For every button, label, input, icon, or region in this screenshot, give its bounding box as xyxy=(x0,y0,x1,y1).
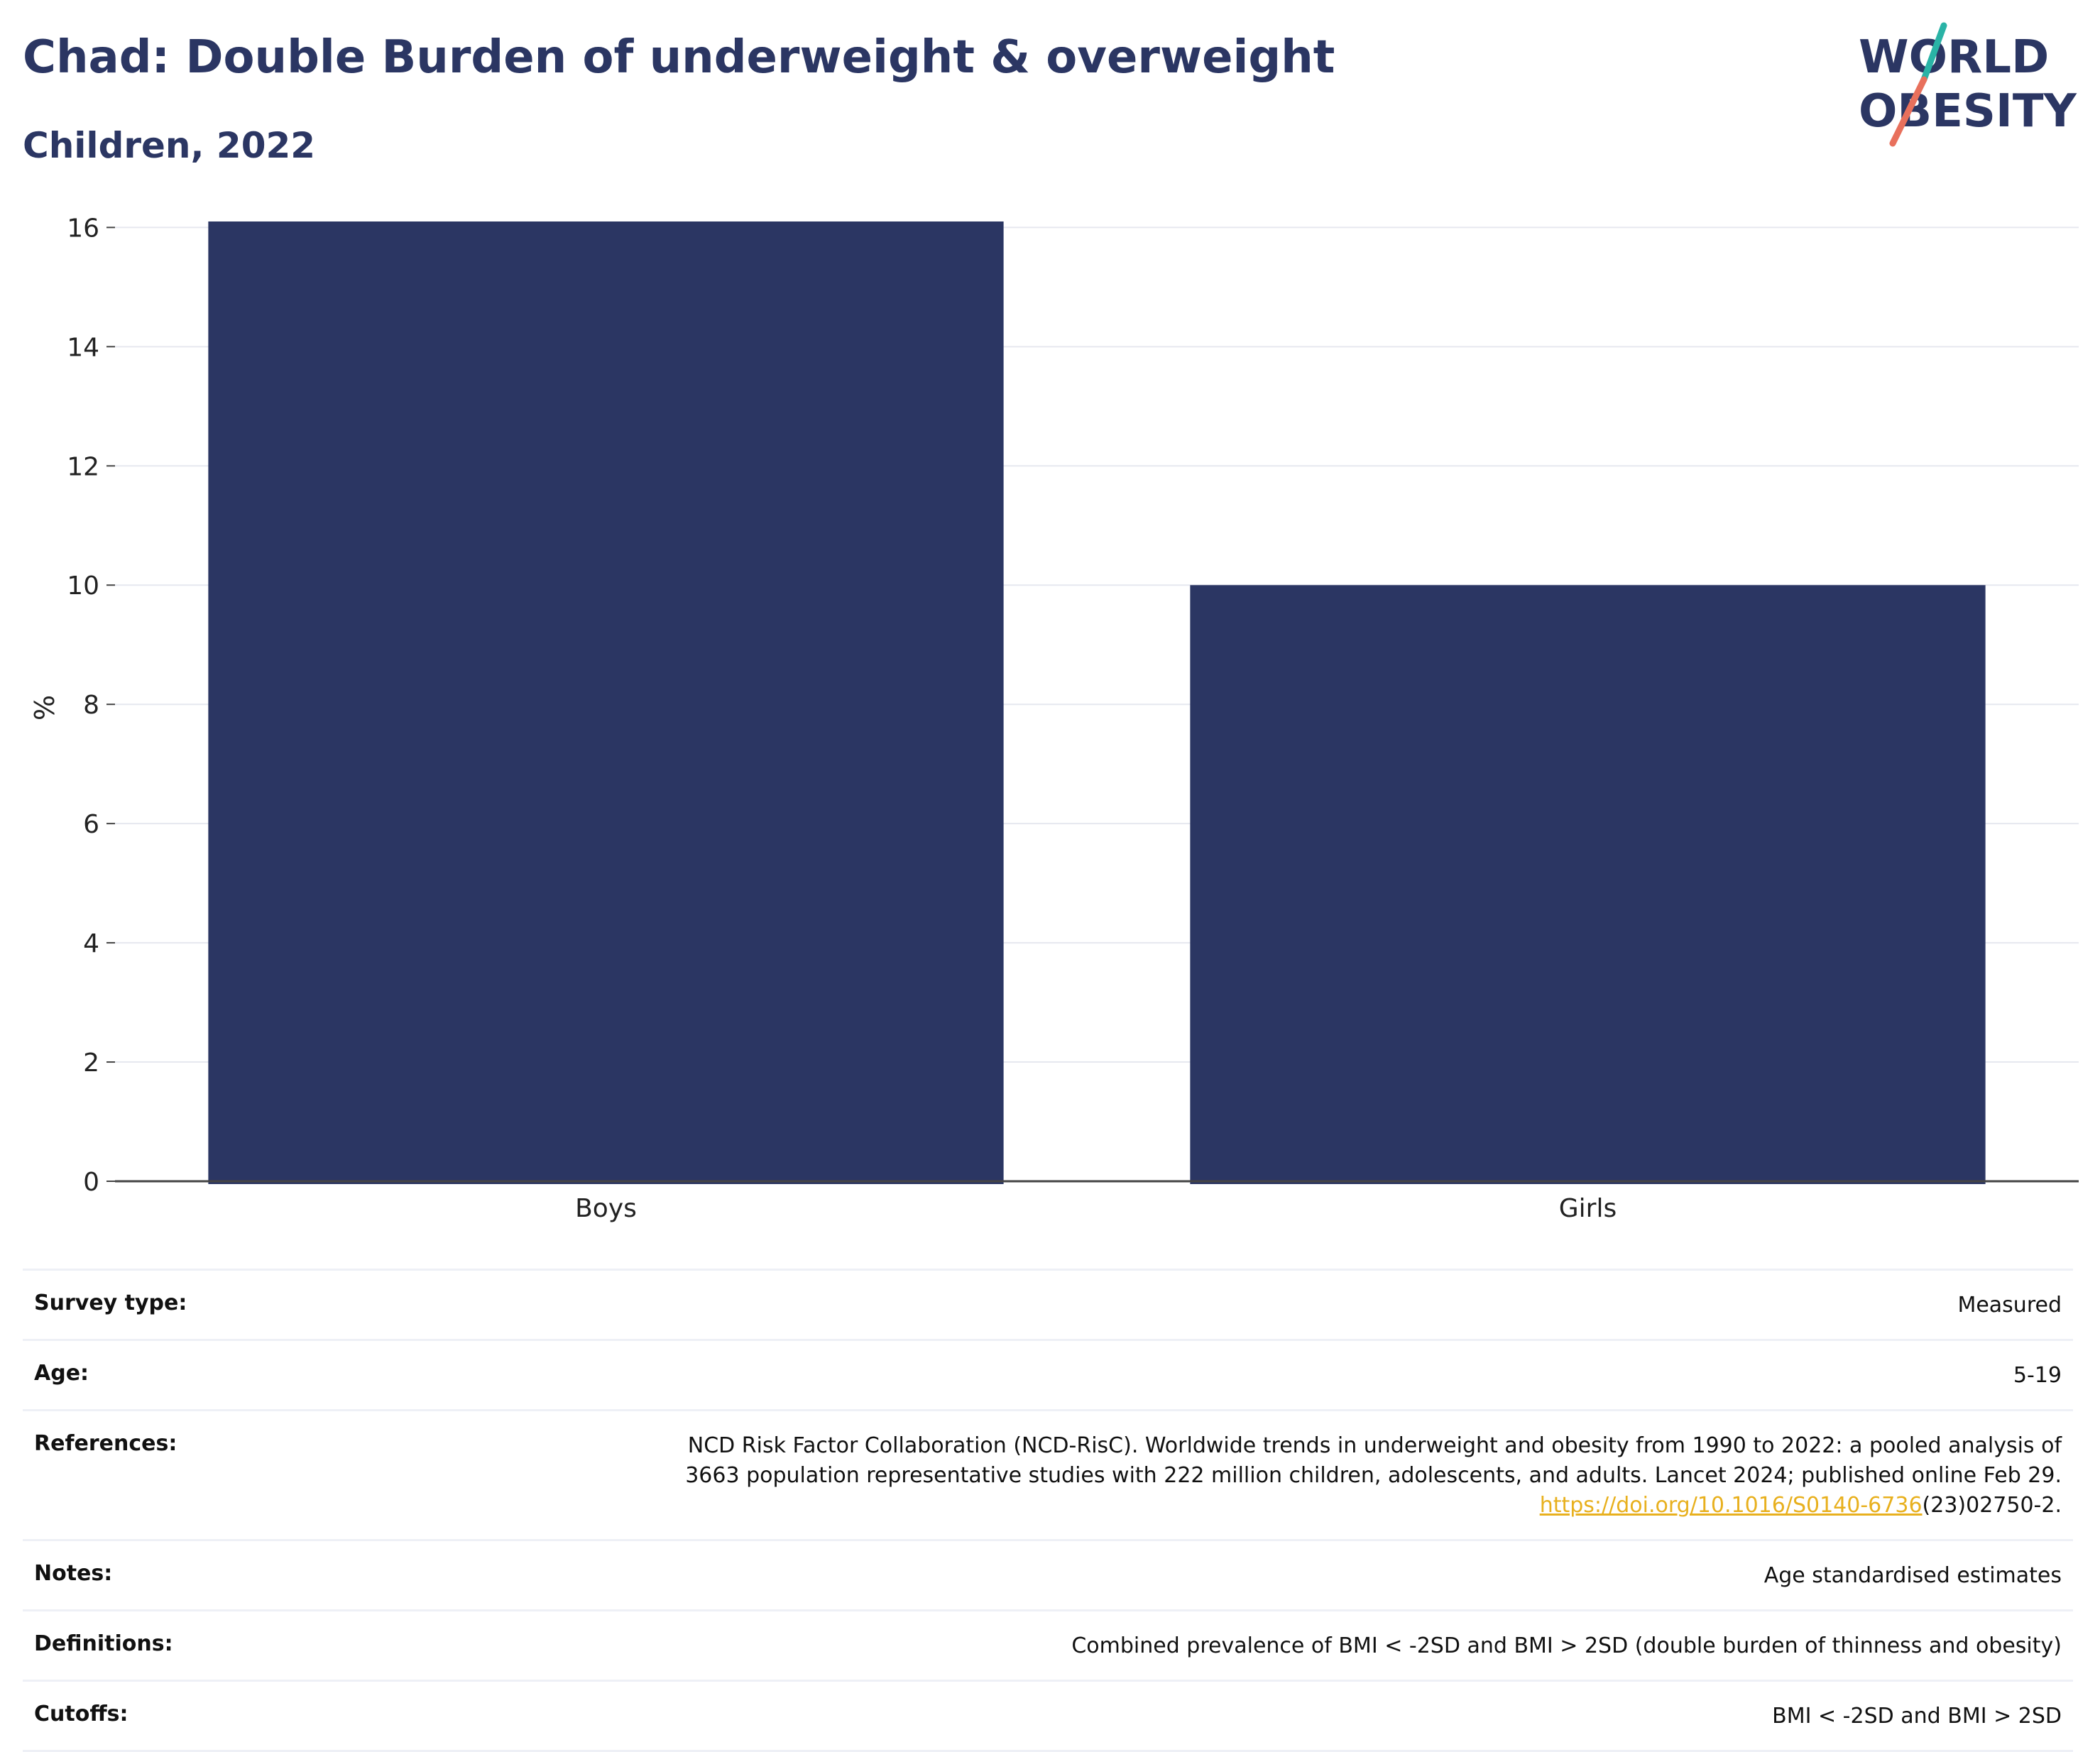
y-tick-label: 10 xyxy=(67,571,99,601)
info-row-cutoffs: Cutoffs: BMI < -2SD and BMI > 2SD xyxy=(23,1680,2073,1752)
info-row-survey-type: Survey type: Measured xyxy=(23,1269,2073,1339)
definitions-label: Definitions: xyxy=(34,1631,173,1656)
info-row-references: References: NCD Risk Factor Collaboratio… xyxy=(23,1409,2073,1539)
logo-line1: WORLD xyxy=(1859,31,2049,84)
info-row-notes: Notes: Age standardised estimates xyxy=(23,1539,2073,1609)
bar-chart: 0 2 4 6 8 10 12 14 16 Boys Girls% xyxy=(29,214,2079,1223)
age-value: 5-19 xyxy=(2013,1363,2062,1388)
y-axis-title: % xyxy=(29,695,60,721)
y-tick-label: 14 xyxy=(67,333,99,362)
logo-slash-bottom xyxy=(1889,76,1927,147)
chart-title: Chad: Double Burden of underweight & ove… xyxy=(23,31,1335,84)
references-doi-link[interactable]: https://doi.org/10.1016/S0140-6736 xyxy=(1539,1493,1923,1518)
references-line2: 3663 population representative studies w… xyxy=(685,1463,2062,1488)
age-label: Age: xyxy=(34,1361,89,1386)
logo-slash-top xyxy=(1920,22,1947,83)
y-tick-label: 0 xyxy=(83,1168,99,1197)
bars xyxy=(208,221,1986,1185)
references-link-suffix: (23)02750-2. xyxy=(1922,1493,2062,1518)
survey-type-value: Measured xyxy=(1957,1293,2062,1318)
world-obesity-logo: WORLD OBESITY xyxy=(1859,22,2077,147)
y-tick-label: 12 xyxy=(67,452,99,481)
info-table: Survey type: Measured Age: 5-19 Referenc… xyxy=(23,1269,2073,1752)
cutoffs-label: Cutoffs: xyxy=(34,1702,128,1726)
tick-labels: 0 2 4 6 8 10 12 14 16 Boys Girls% xyxy=(29,214,1617,1223)
y-tick-label: 6 xyxy=(83,810,99,839)
y-tick-label: 4 xyxy=(83,929,99,958)
bar-boys xyxy=(208,221,1004,1185)
notes-label: Notes: xyxy=(34,1561,113,1586)
y-tick-label: 8 xyxy=(83,691,99,720)
chart-subtitle: Children, 2022 xyxy=(23,125,316,166)
y-tick-label: 2 xyxy=(83,1049,99,1078)
x-tick-label: Girls xyxy=(1559,1194,1617,1223)
x-tick-label: Boys xyxy=(575,1194,637,1223)
references-label: References: xyxy=(34,1431,177,1456)
cutoffs-value: BMI < -2SD and BMI > 2SD xyxy=(1772,1704,2062,1729)
survey-type-label: Survey type: xyxy=(34,1291,187,1315)
info-row-age: Age: 5-19 xyxy=(23,1339,2073,1409)
references-line1: NCD Risk Factor Collaboration (NCD-RisC)… xyxy=(687,1433,2062,1458)
references-value: NCD Risk Factor Collaboration (NCD-RisC)… xyxy=(685,1431,2062,1521)
definitions-value: Combined prevalence of BMI < -2SD and BM… xyxy=(1071,1633,2062,1658)
info-row-definitions: Definitions: Combined prevalence of BMI … xyxy=(23,1609,2073,1680)
y-tick-label: 16 xyxy=(67,214,99,243)
notes-value: Age standardised estimates xyxy=(1763,1563,2062,1588)
bar-girls xyxy=(1190,585,1986,1184)
logo-line2: OBESITY xyxy=(1859,85,2077,138)
